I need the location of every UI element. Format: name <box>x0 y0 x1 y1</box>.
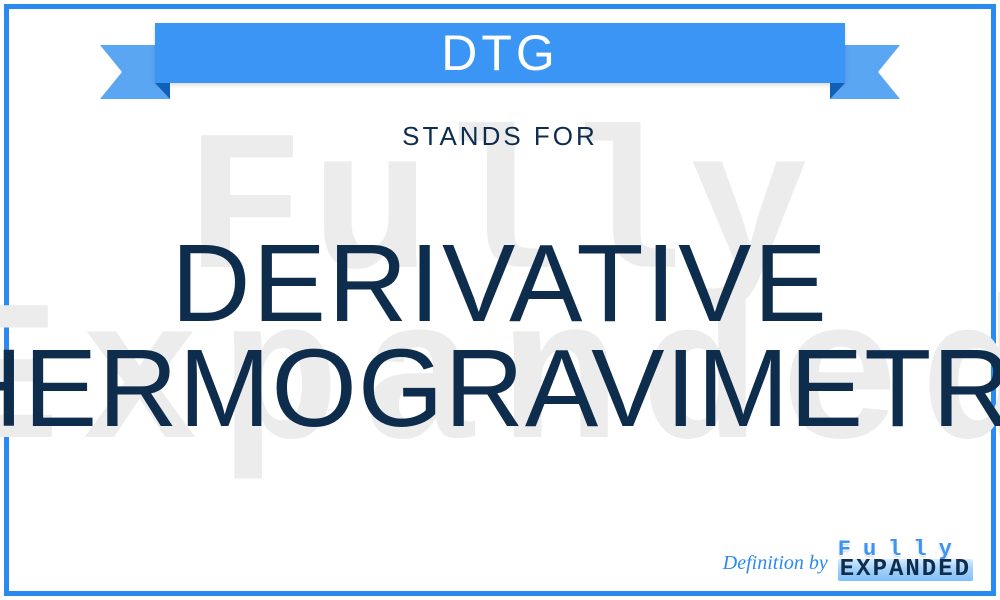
ribbon-center: DTG <box>155 23 845 83</box>
acronym-title: DTG <box>441 24 559 82</box>
brand-logo: Fully EXPANDED <box>838 540 973 581</box>
definition-by-label: Definition by <box>723 552 828 581</box>
content-area: DTG STANDS FOR DERIVATIVE THERMOGRAVIMET… <box>9 9 991 591</box>
logo-bottom-text: EXPANDED <box>838 559 973 581</box>
definition-text: DERIVATIVE THERMOGRAVIMETRIC <box>0 232 1000 441</box>
footer: Definition by Fully EXPANDED <box>723 540 973 581</box>
outer-frame: Fully Expanded DTG STANDS FOR DERIVATIVE… <box>4 4 996 596</box>
definition-line1: DERIVATIVE <box>0 232 1000 337</box>
definition-line2: THERMOGRAVIMETRIC <box>0 337 1000 442</box>
ribbon-banner: DTG <box>100 23 900 93</box>
stands-for-label: STANDS FOR <box>402 121 598 152</box>
